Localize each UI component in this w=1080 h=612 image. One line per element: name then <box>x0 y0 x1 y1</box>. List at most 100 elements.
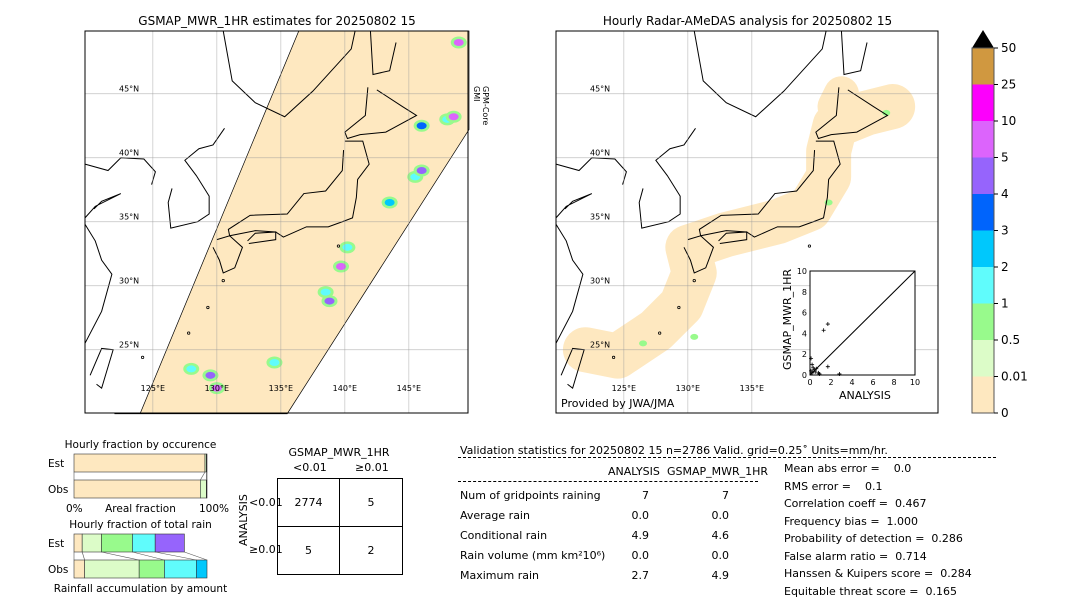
fraction-xlabel: Rainfall accumulation by amount <box>54 583 227 595</box>
data-point <box>811 365 816 370</box>
colorbar-segment <box>972 340 994 377</box>
contingency-col-1: ≥0.01 <box>355 461 389 474</box>
connector <box>155 551 197 561</box>
coastline <box>638 127 696 229</box>
fraction-segment <box>73 559 85 579</box>
score: Probability of detection = 0.286 <box>784 532 963 545</box>
colorbar: 0 0.01 0.5 1 2 3 4 5 10 25 50 <box>971 30 1028 420</box>
coastline <box>84 224 113 344</box>
fraction-segment <box>200 479 207 499</box>
colorbar-segment <box>972 303 994 340</box>
stat-analysis: 2.7 <box>631 569 650 582</box>
lon-tick-label: 125°E <box>612 384 636 393</box>
stat-label: Rain volume (mm km²10⁶) <box>460 549 606 562</box>
colorbar-segment <box>972 48 994 85</box>
fraction-segment <box>73 479 201 499</box>
lat-tick-label: 35°N <box>119 213 139 222</box>
connector <box>184 551 208 561</box>
fraction-segment <box>206 479 208 499</box>
data-point <box>814 366 819 371</box>
island <box>658 331 662 335</box>
rain-patch <box>384 199 395 207</box>
contingency-table: 2774 5 5 2 <box>277 478 403 575</box>
data-point <box>825 322 830 327</box>
colorbar-label: 2 <box>1001 260 1009 274</box>
coastline <box>247 231 277 244</box>
coastline <box>815 87 889 140</box>
score: Mean abs error = 0.0 <box>784 462 912 475</box>
coastline <box>167 127 225 229</box>
fraction-title: Hourly fraction of total rain <box>69 519 212 531</box>
fraction-charts: Hourly fraction by occurenceEstObsAreal … <box>48 439 229 595</box>
x-tick-label: 8 <box>891 378 896 387</box>
data-point <box>817 371 822 376</box>
fraction-segment <box>138 559 165 579</box>
y-tick-label: 10 <box>797 267 807 276</box>
stat-gsmap: 7 <box>722 489 729 502</box>
tick-100: 100% <box>199 503 229 515</box>
y-tick-label: 6 <box>802 309 807 318</box>
scatter-ylabel: GSMAP_MWR_1HR <box>781 268 794 370</box>
map-frame <box>84 30 469 414</box>
row-label: Obs <box>48 564 68 576</box>
score: Hanssen & Kuipers score = 0.284 <box>784 567 972 580</box>
score: Correlation coeff = 0.467 <box>784 497 927 510</box>
fraction-segment <box>73 453 206 473</box>
lon-tick-label: 140°E <box>333 384 357 393</box>
stat-gsmap: 0.0 <box>711 509 730 522</box>
rain-patch <box>416 167 427 175</box>
stat-analysis: 0.0 <box>631 549 650 562</box>
lon-tick-label: 145°E <box>397 384 421 393</box>
data-point <box>837 371 842 376</box>
stat-gsmap: 4.9 <box>711 569 730 582</box>
credit: Provided by JWA/JMA <box>561 397 675 410</box>
coastline <box>369 30 397 76</box>
coastline <box>84 193 122 219</box>
fraction-segment <box>196 559 208 579</box>
colorbar-label: 3 <box>1001 224 1009 238</box>
fraction-segment <box>84 559 140 579</box>
connector <box>132 551 165 561</box>
fraction-segment <box>81 533 102 553</box>
colorbar-label: 50 <box>1001 41 1016 55</box>
colorbar-extend-arrow <box>972 30 994 48</box>
island <box>187 331 191 335</box>
coastline <box>698 140 841 238</box>
diagonal-line <box>809 270 916 376</box>
colorbar-label: 4 <box>1001 187 1009 201</box>
lon-tick-label: 135°E <box>269 384 293 393</box>
cell: 5 <box>278 526 340 574</box>
radar-coverage <box>817 76 859 125</box>
rain-patch <box>882 109 891 116</box>
divider <box>458 457 996 458</box>
lat-tick-label: 45°N <box>590 85 610 94</box>
x-tick-label: 4 <box>849 378 854 387</box>
colorbar-label: 25 <box>1001 78 1016 92</box>
stats-col-gsmap: GSMAP_MWR_1HR <box>667 465 769 478</box>
rain-patch <box>205 371 216 379</box>
cell: 2774 <box>278 479 340 527</box>
tick-0: 0% <box>66 503 83 515</box>
lat-tick-label: 40°N <box>590 149 610 158</box>
stat-label: Average rain <box>460 509 530 522</box>
connector <box>200 471 206 481</box>
score: Equitable threat score = 0.165 <box>784 584 957 598</box>
colorbar-label: 1 <box>1001 297 1009 311</box>
rain-patch <box>320 288 331 296</box>
colorbar-segment <box>972 84 994 121</box>
connector <box>81 551 85 561</box>
contingency-row-0: <0.01 <box>249 496 283 509</box>
coastline <box>344 87 418 140</box>
rain-patch <box>453 39 464 47</box>
fraction-xlabel: Areal fraction <box>105 503 176 515</box>
coastline <box>212 235 244 274</box>
colorbar-segment <box>972 157 994 194</box>
stats-col-analysis: ANALYSIS <box>608 465 660 478</box>
lat-tick-label: 30°N <box>119 277 139 286</box>
score: False alarm ratio = 0.714 <box>784 549 927 563</box>
island <box>336 244 341 248</box>
data-point <box>809 368 814 373</box>
colorbar-segment <box>972 267 994 304</box>
coastline <box>222 30 356 118</box>
rain-patch <box>448 113 459 121</box>
